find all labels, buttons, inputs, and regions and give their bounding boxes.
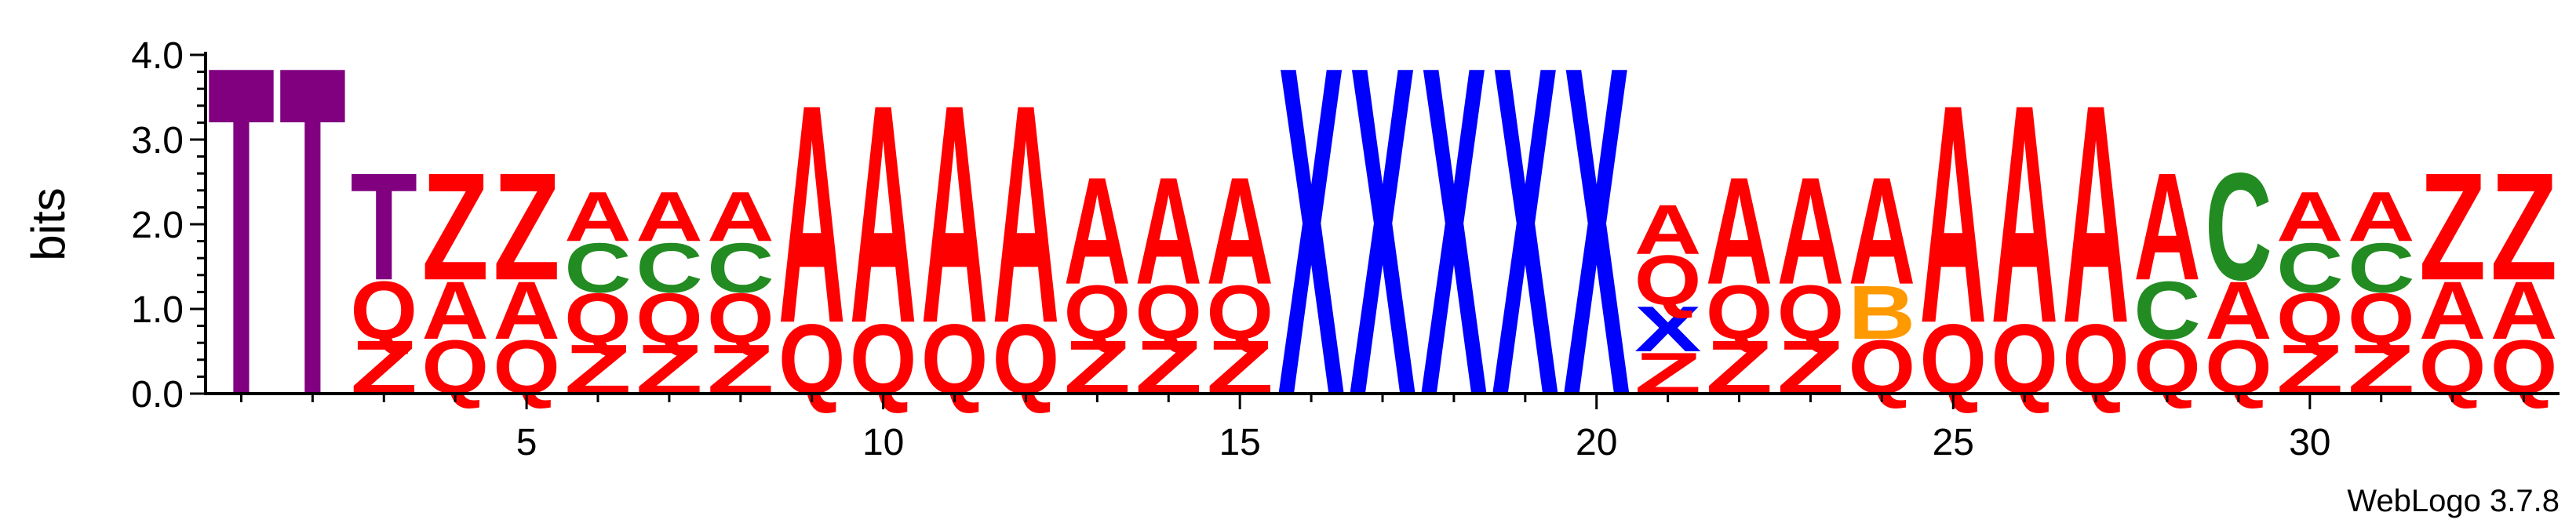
x-tick-label: 15 (1219, 422, 1260, 463)
y-axis-label: bits (22, 187, 75, 260)
logo-letter-q-pos-22: Q (1706, 270, 1773, 355)
logo-letter-z-pos-33: Z (2490, 140, 2557, 311)
logo-letter-z-pos-5: Z (493, 140, 559, 311)
logo-letter-x-pos-18: X (1420, 0, 1488, 493)
logo-letter-x-pos-17: X (1349, 0, 1416, 493)
logo-letter-q-pos-13: Q (1064, 270, 1131, 355)
logo-letter-c-pos-7: C (636, 229, 702, 307)
logo-letter-x-pos-16: X (1277, 0, 1345, 493)
logo-letter-a-pos-10: A (850, 41, 916, 388)
logo-letter-q-pos-3: Q (351, 264, 417, 356)
y-tick-label: 0.0 (131, 374, 184, 416)
logo-letter-a-pos-30: A (2276, 178, 2343, 256)
logo-letter-q-pos-6: Q (564, 280, 631, 358)
logo-letter-q-pos-23: Q (1777, 270, 1844, 355)
logo-letter-t-pos-3: T (351, 140, 417, 311)
y-tick-label: 4.0 (131, 35, 184, 77)
x-tick-label: 25 (1933, 422, 1974, 463)
logo-letter-a-pos-7: A (636, 178, 702, 256)
logo-letter-c-pos-6: C (564, 229, 631, 307)
logo-letter-a-pos-29: A (2205, 264, 2272, 356)
x-tick-label: 10 (862, 422, 904, 463)
logo-letter-c-pos-29: C (2205, 142, 2272, 313)
logo-letter-x-pos-21: X (1634, 292, 1701, 365)
logo-letter-a-pos-23: A (1777, 146, 1844, 317)
logo-letter-c-pos-28: C (2133, 264, 2200, 356)
logo-letter-z-pos-32: Z (2419, 140, 2486, 311)
y-axis-ticks: 0.0 1.0 2.0 3.0 4.0 (131, 35, 206, 416)
y-tick-label: 3.0 (131, 120, 184, 162)
logo-letter-t-pos-1: T (208, 0, 275, 494)
y-tick-label: 2.0 (131, 205, 184, 246)
logo-letter-a-pos-11: A (921, 41, 988, 388)
logo-letter-a-pos-4: A (421, 264, 488, 356)
logo-letter-a-pos-12: A (993, 41, 1059, 388)
logo-letter-q-pos-30: Q (2276, 280, 2343, 358)
logo-letter-a-pos-13: A (1064, 146, 1131, 317)
logo-letter-a-pos-15: A (1206, 146, 1273, 317)
x-axis-ticks: 5 10 15 20 25 30 (239, 394, 2526, 463)
logo-letter-b-pos-24: B (1849, 270, 1915, 355)
logo-letter-q-pos-14: Q (1135, 270, 1202, 355)
logo-letter-a-pos-9: A (778, 41, 845, 388)
logo-letter-z-pos-4: Z (421, 140, 488, 311)
logo-letter-a-pos-5: A (493, 264, 559, 356)
logo-letter-q-pos-31: Q (2348, 280, 2414, 358)
logo-letter-c-pos-8: C (707, 229, 774, 307)
logo-letter-x-pos-20: X (1563, 0, 1630, 493)
logo-letter-q-pos-7: Q (636, 280, 702, 358)
x-tick-label: 5 (516, 422, 537, 463)
logo-letter-a-pos-28: A (2133, 142, 2200, 313)
logo-letter-c-pos-31: C (2348, 229, 2414, 307)
x-tick-label: 30 (2289, 422, 2330, 463)
logo-letter-a-pos-14: A (1135, 146, 1202, 317)
weblogo-version-label: WebLogo 3.7.8 (2347, 484, 2560, 518)
logo-letter-x-pos-19: X (1492, 0, 1559, 493)
logo-letter-q-pos-15: Q (1206, 270, 1273, 355)
y-tick-label: 1.0 (131, 289, 184, 331)
logo-letter-c-pos-30: C (2276, 229, 2343, 307)
logo-letter-q-pos-21: Q (1634, 242, 1701, 320)
logo-letter-a-pos-26: A (1991, 41, 2057, 388)
logo-letter-q-pos-8: Q (707, 280, 774, 358)
logo-letter-a-pos-22: A (1706, 146, 1773, 317)
logo-letter-a-pos-33: A (2490, 264, 2557, 356)
logo-letter-a-pos-8: A (707, 178, 774, 256)
logo-letter-a-pos-31: A (2348, 178, 2414, 256)
logo-letter-a-pos-32: A (2419, 264, 2486, 356)
logo-letter-a-pos-21: A (1634, 191, 1701, 269)
logo-letter-a-pos-27: A (2062, 41, 2129, 388)
logo-letter-a-pos-24: A (1849, 146, 1915, 317)
logo-letter-a-pos-25: A (1920, 41, 1987, 388)
logo-letter-a-pos-6: A (564, 178, 631, 256)
logo-letter-t-pos-2: T (279, 0, 346, 494)
x-tick-label: 20 (1576, 422, 1617, 463)
axes: 0.0 1.0 2.0 3.0 4.0 5 10 15 20 25 30 bits WebLogo… (22, 35, 2560, 518)
